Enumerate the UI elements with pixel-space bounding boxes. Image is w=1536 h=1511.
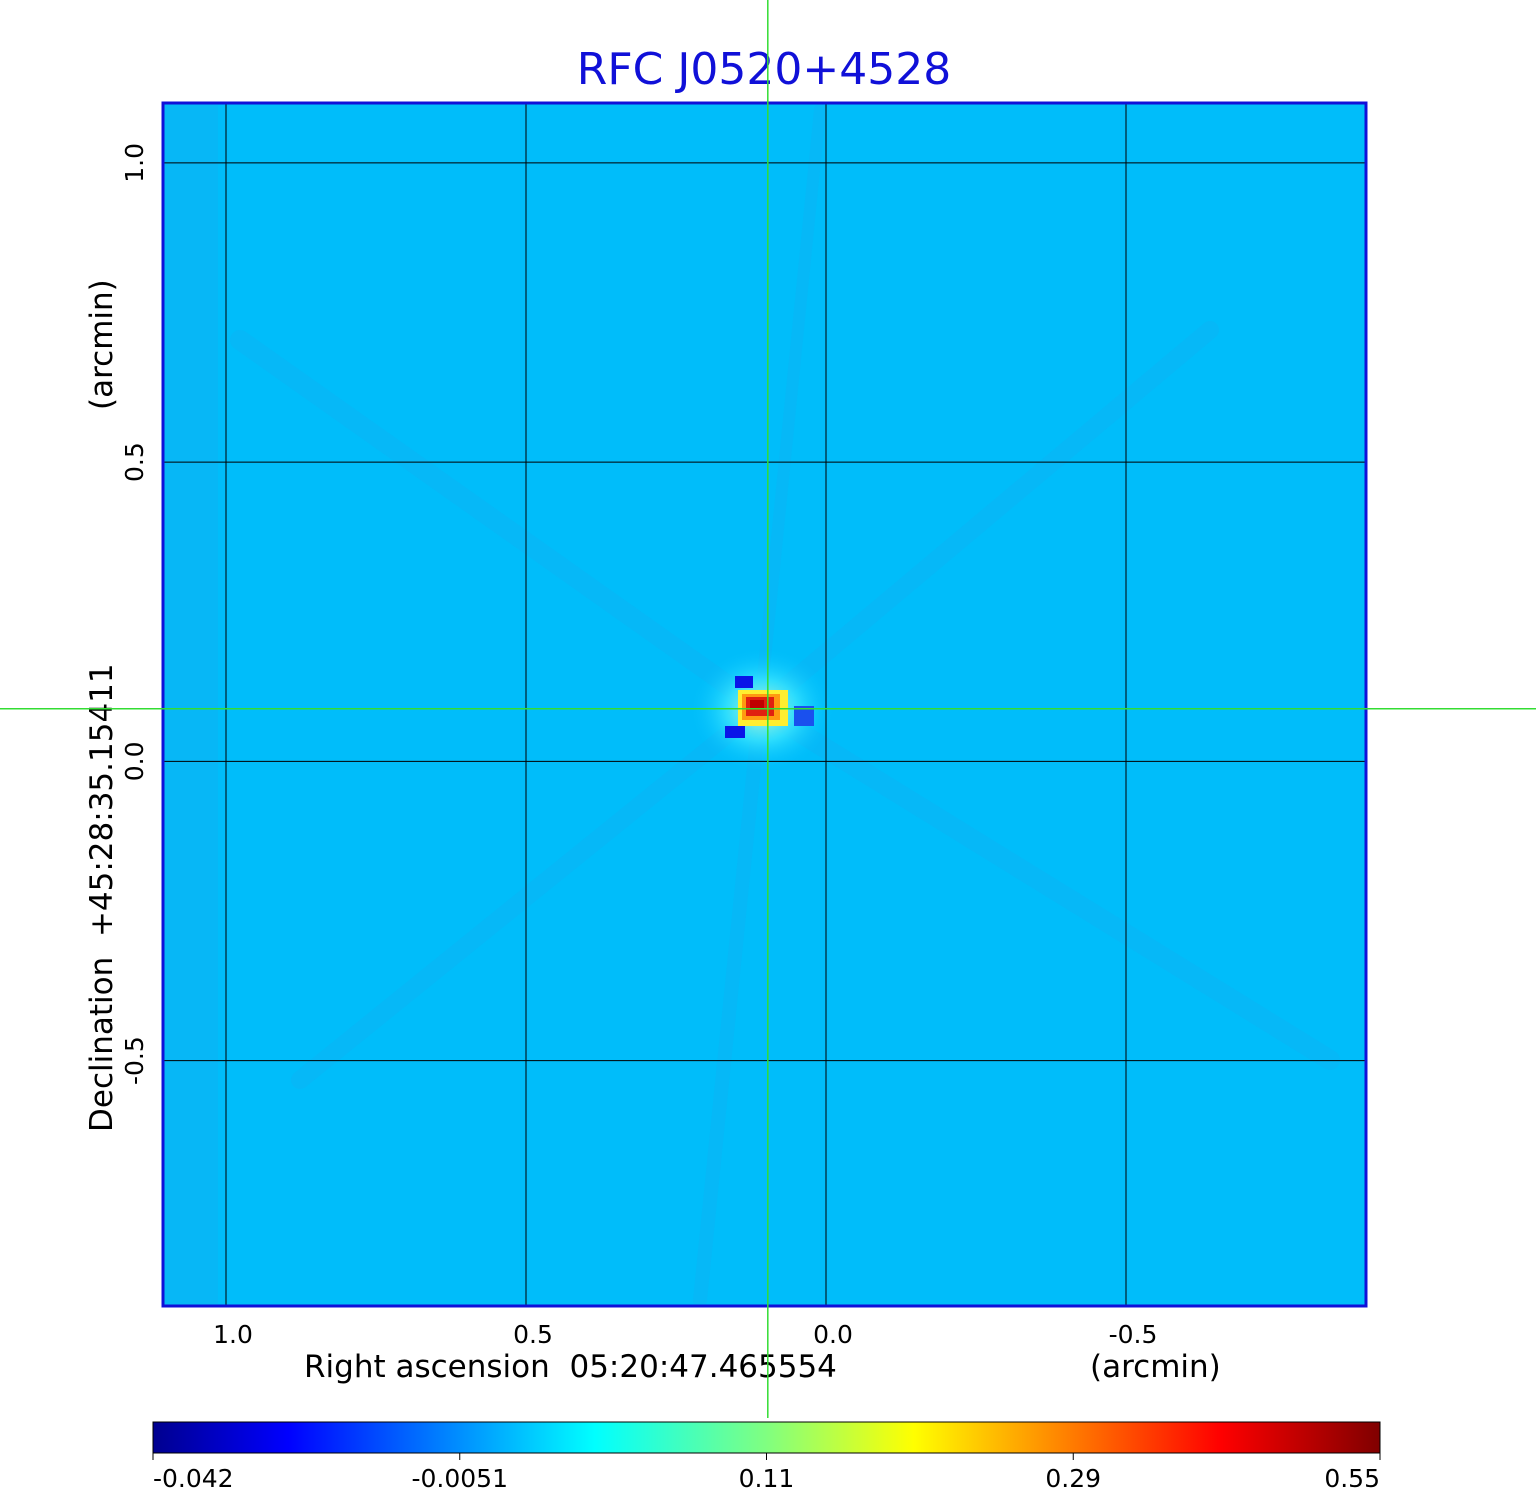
colorbar-tick-label: 0.29 (1045, 1464, 1101, 1493)
negative-lobe (725, 726, 745, 738)
colorbar-tick-labels: -0.042 -0.0051 0.11 0.29 0.55 (152, 1453, 1381, 1493)
x-tick-label: 0.5 (513, 1320, 553, 1349)
heatmap-column-band (163, 103, 218, 1306)
colorbar-tick-label: -0.0051 (412, 1464, 509, 1493)
sidelobe-streaks (230, 104, 1340, 1306)
chart-title: RFC J0520+4528 (577, 44, 951, 95)
y-axis-label: Declination +45:28:35.15411 (84, 663, 120, 1132)
negative-lobe (735, 676, 753, 688)
x-axis-unit: (arcmin) (1090, 1349, 1221, 1385)
colorbar-tick-label: -0.042 (153, 1464, 234, 1493)
heatmap-image (163, 103, 1366, 1306)
x-axis-label: Right ascension 05:20:47.465554 (304, 1349, 837, 1385)
x-tick-labels: 1.0 0.5 0.0 -0.5 (213, 1320, 1157, 1349)
y-tick-labels: 1.0 0.5 0.0 -0.5 (120, 143, 149, 1085)
grid-lines (163, 103, 1366, 1306)
colorbar (152, 1421, 1381, 1454)
y-tick-label: 1.0 (120, 143, 149, 183)
colorbar-tick-label: 0.55 (1324, 1464, 1380, 1493)
y-tick-label: 0.5 (120, 442, 149, 482)
y-axis-unit: (arcmin) (84, 279, 120, 410)
y-tick-label: -0.5 (120, 1036, 149, 1085)
y-tick-label: 0.0 (120, 741, 149, 781)
x-tick-label: 0.0 (813, 1320, 853, 1349)
source-core (750, 700, 764, 708)
plot-frame (161, 101, 1368, 1308)
colorbar-tick-label: 0.11 (739, 1464, 795, 1493)
crosshair (0, 0, 1536, 1418)
negative-lobe (794, 706, 814, 726)
source-peak (690, 648, 834, 772)
x-tick-label: -0.5 (1109, 1320, 1158, 1349)
x-tick-label: 1.0 (213, 1320, 253, 1349)
